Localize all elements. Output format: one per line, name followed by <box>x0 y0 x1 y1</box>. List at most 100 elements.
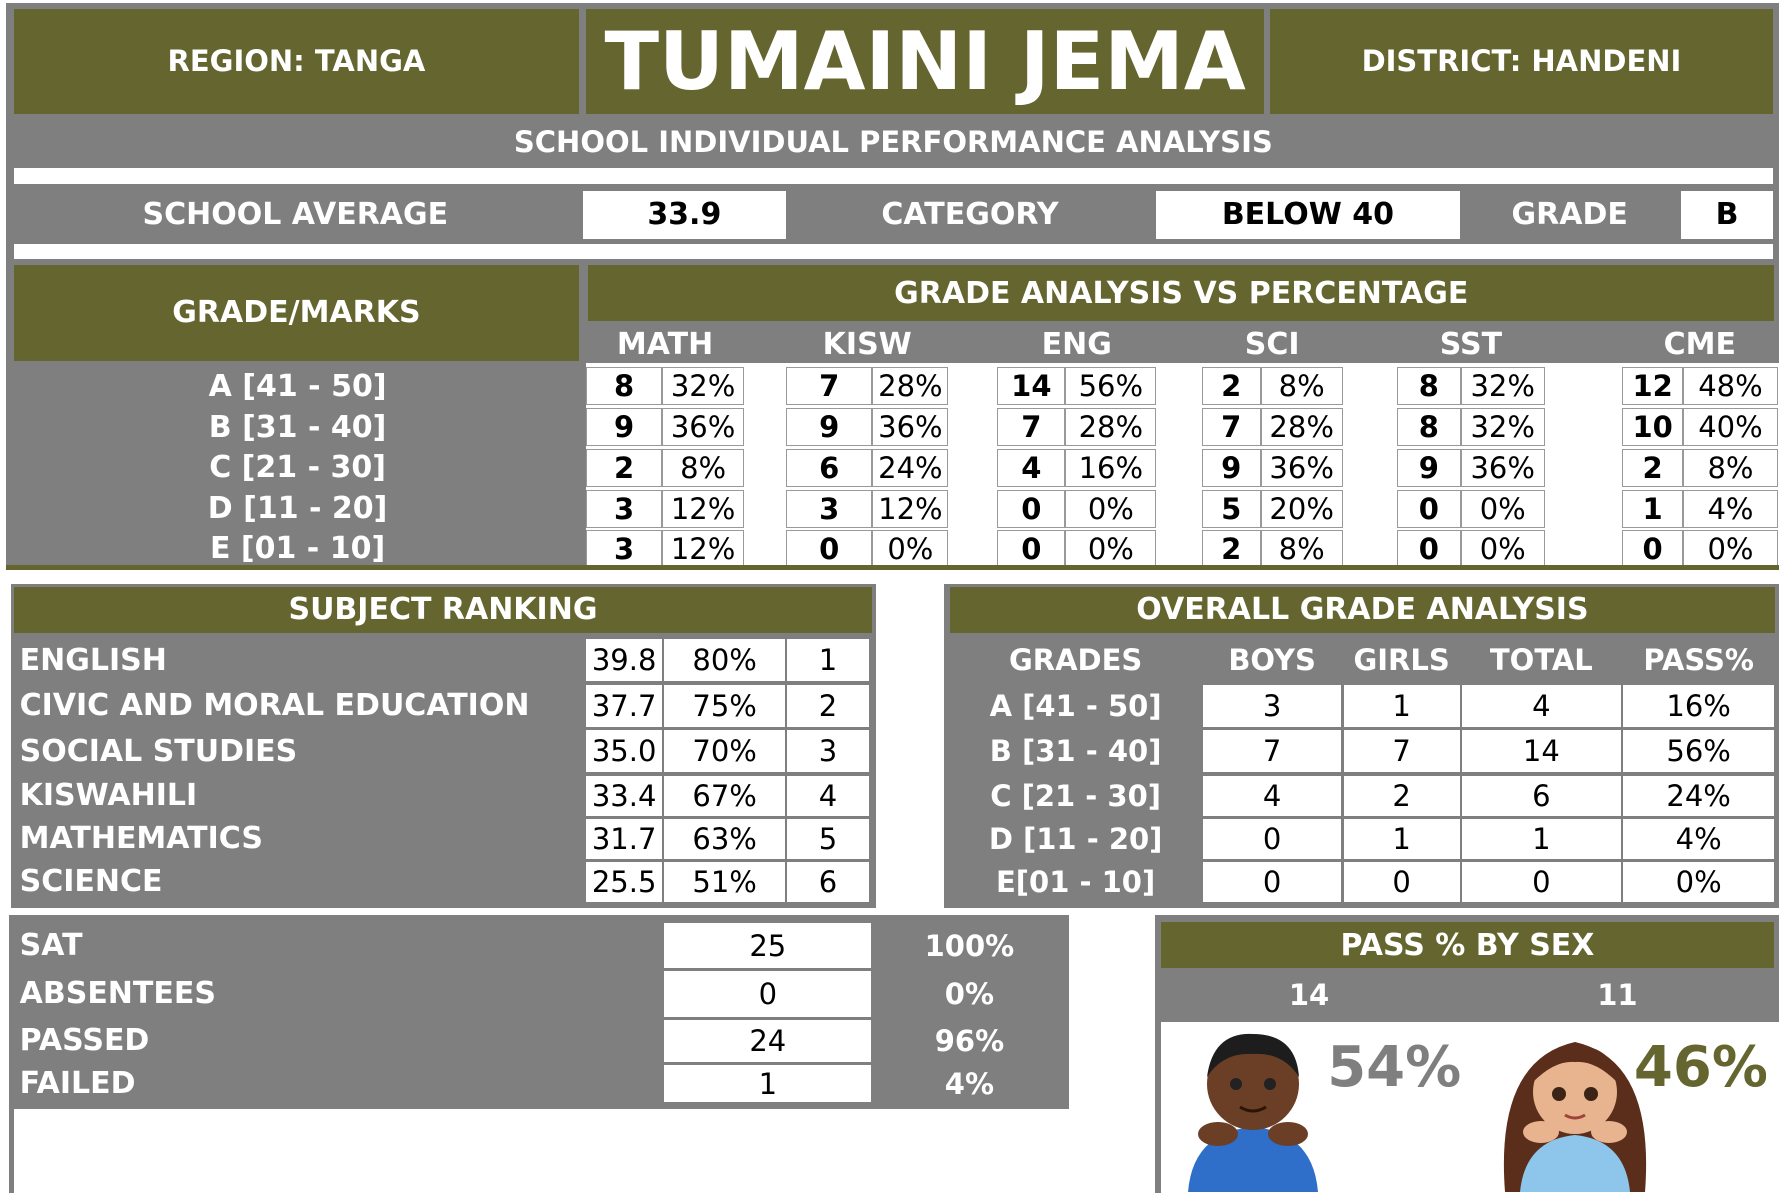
boy-illustration <box>1178 1022 1328 1192</box>
percent: 8% <box>662 449 744 488</box>
percent: 0% <box>1461 490 1545 529</box>
percent: 51% <box>664 862 784 902</box>
count: 0 <box>1397 490 1461 529</box>
cell: 16% <box>1623 685 1774 727</box>
count: 8 <box>1397 367 1461 406</box>
count: 3 <box>586 490 662 529</box>
average: 25.5 <box>586 862 662 902</box>
percent: 32% <box>1461 408 1545 447</box>
percent: 28% <box>1261 408 1343 447</box>
left-edge <box>9 1109 14 1193</box>
section-title: GRADE ANALYSIS VS PERCENTAGE <box>588 265 1774 322</box>
percent: 36% <box>872 408 948 447</box>
divider <box>14 244 1773 259</box>
subject-header: KISW <box>786 326 948 363</box>
rank: 2 <box>787 685 869 727</box>
cell: 1 <box>1344 819 1460 859</box>
divider <box>14 168 1773 184</box>
subject-header: MATH <box>586 326 744 363</box>
count: 3 <box>586 530 662 566</box>
count: 10 <box>1622 408 1683 447</box>
percent: 0% <box>1065 490 1156 529</box>
district: DISTRICT: HANDENI <box>1270 9 1773 113</box>
percent: 75% <box>664 685 784 727</box>
count: 9 <box>586 408 662 447</box>
percent: 8% <box>1683 449 1777 488</box>
count: 2 <box>586 449 662 488</box>
cell: 6 <box>1462 776 1621 816</box>
count: 6 <box>786 449 872 488</box>
percent: 0% <box>1065 530 1156 566</box>
percent: 28% <box>872 367 948 406</box>
grade-label: A [41 - 50] <box>951 685 1201 727</box>
column-header: TOTAL <box>1462 638 1621 681</box>
count: 1 <box>664 1065 871 1101</box>
rank: 1 <box>787 639 869 681</box>
percent: 32% <box>1461 367 1545 406</box>
value: BELOW 40 <box>1156 191 1459 239</box>
rank: 4 <box>787 776 869 816</box>
subject-name: KISWAHILI <box>14 776 583 816</box>
report: REGION: TANGATUMAINI JEMADISTRICT: HANDE… <box>0 0 1781 1193</box>
count: 14 <box>997 367 1065 406</box>
percent: 32% <box>662 367 744 406</box>
grade-label: C [21 - 30] <box>951 776 1201 816</box>
count: 0 <box>1622 530 1683 566</box>
percent: 80% <box>664 639 784 681</box>
subject-name: MATHEMATICS <box>14 819 583 859</box>
percent: 4% <box>875 1065 1065 1101</box>
attendance-label: PASSED <box>14 1020 661 1062</box>
percent: 36% <box>1461 449 1545 488</box>
count: 24 <box>664 1020 871 1062</box>
school-name: TUMAINI JEMA <box>586 9 1264 113</box>
cell: 1 <box>1344 685 1460 727</box>
count: 1 <box>1622 490 1683 529</box>
count: 5 <box>1202 490 1261 529</box>
percent: 67% <box>664 776 784 816</box>
label: CATEGORY <box>789 189 1150 241</box>
subject-header: SCI <box>1202 326 1343 363</box>
rank: 5 <box>787 819 869 859</box>
subject-header: ENG <box>997 326 1156 363</box>
cell: 14 <box>1462 730 1621 772</box>
section-title: SUBJECT RANKING <box>14 587 873 632</box>
grade-label: E[01 - 10] <box>951 862 1201 902</box>
attendance-label: ABSENTEES <box>14 971 661 1016</box>
subject-name: CIVIC AND MORAL EDUCATION <box>14 685 583 727</box>
count: 9 <box>1397 449 1461 488</box>
percent: 4% <box>1683 490 1777 529</box>
column-header: PASS% <box>1623 638 1774 681</box>
subject-header: SST <box>1397 326 1545 363</box>
attendance-label: FAILED <box>14 1065 661 1101</box>
percent: 24% <box>872 449 948 488</box>
count: 2 <box>1202 530 1261 566</box>
subject-name: ENGLISH <box>14 639 583 681</box>
column-header: GIRLS <box>1344 638 1460 681</box>
percent: 56% <box>1065 367 1156 406</box>
grade-label: C [21 - 30] <box>14 449 582 488</box>
percent: 63% <box>664 819 784 859</box>
grade-label: B [31 - 40] <box>951 730 1201 772</box>
count: 0 <box>1397 530 1461 566</box>
percent: 48% <box>1683 367 1777 406</box>
label: GRADE <box>1463 189 1677 241</box>
table-bg <box>586 363 1779 567</box>
count: 0 <box>786 530 872 566</box>
girl-illustration <box>1475 1020 1675 1192</box>
percent: 8% <box>1261 367 1343 406</box>
count: 7 <box>1202 408 1261 447</box>
count: 0 <box>997 490 1065 529</box>
average: 33.4 <box>586 776 662 816</box>
attendance-label: SAT <box>14 923 661 967</box>
count: 7 <box>786 367 872 406</box>
count: 25 <box>664 923 871 967</box>
subject-name: SOCIAL STUDIES <box>14 730 583 772</box>
count: 2 <box>1202 367 1261 406</box>
cell: 1 <box>1462 819 1621 859</box>
subject-header: CME <box>1622 326 1778 363</box>
percent: 12% <box>662 490 744 529</box>
boys-percent: 54% <box>1329 1028 1460 1108</box>
cell: 7 <box>1344 730 1460 772</box>
rank: 6 <box>787 862 869 902</box>
percent: 36% <box>1261 449 1343 488</box>
